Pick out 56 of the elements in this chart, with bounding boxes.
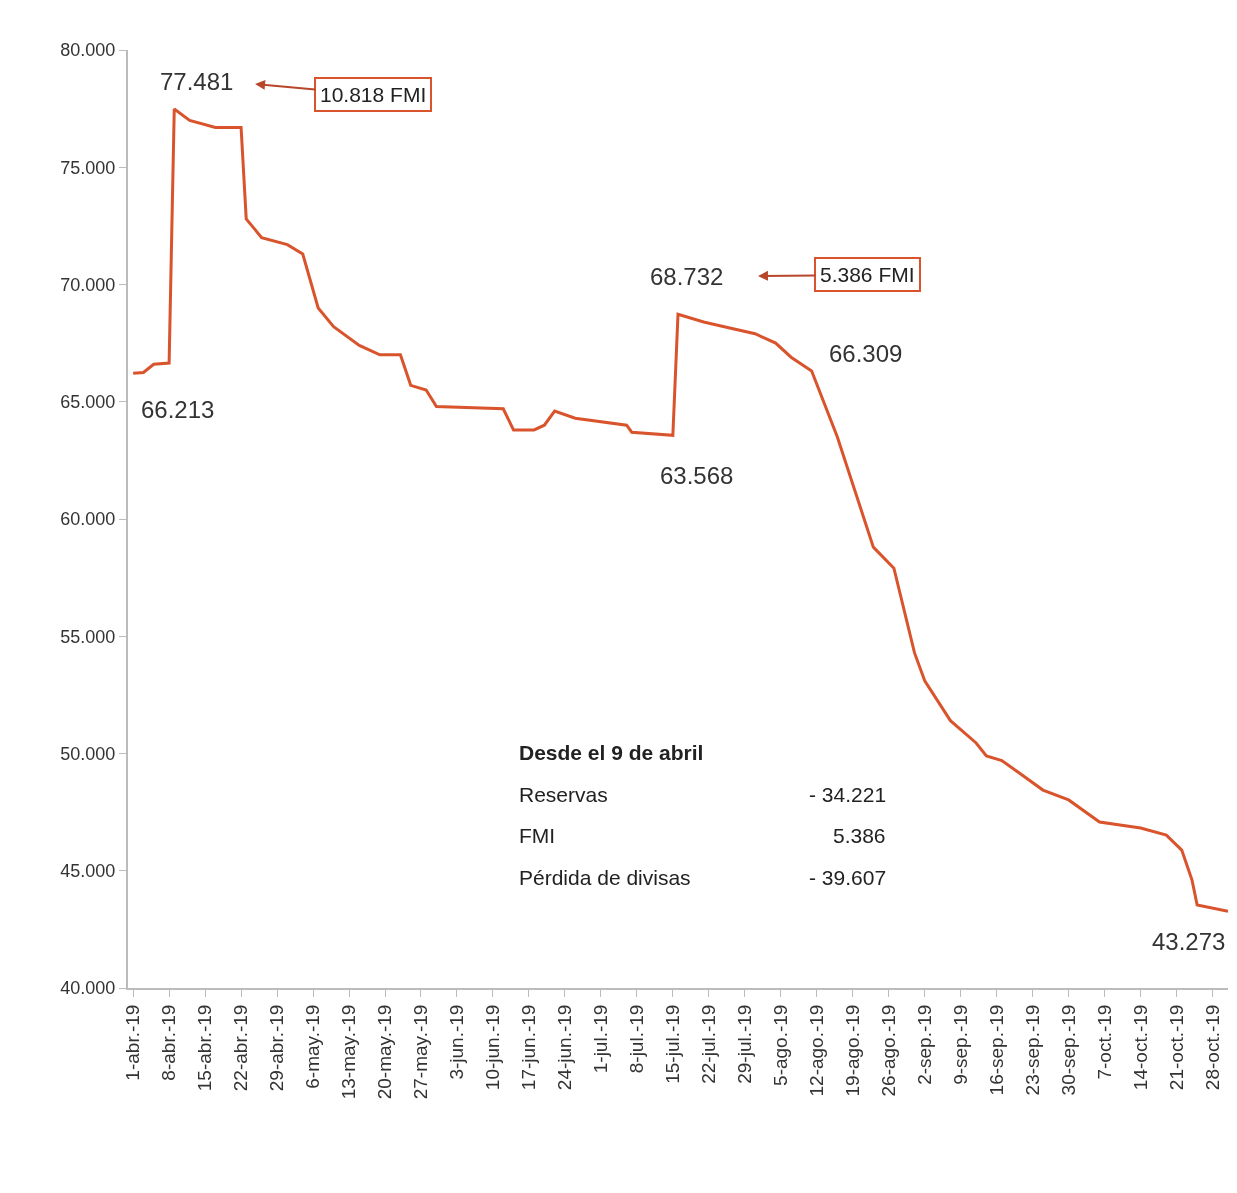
x-tick-label: 16-sep.-19: [985, 1004, 1007, 1096]
x-tick-label: 15-jul.-19: [662, 1004, 684, 1084]
x-tick-label: 24-jun.-19: [554, 1004, 576, 1091]
x-tick-label: 10-jun.-19: [482, 1004, 504, 1091]
annotation: Pérdida de divisas: [519, 866, 691, 889]
x-tick-label: 29-abr.-19: [266, 1004, 288, 1092]
y-tick-label: 80.000: [60, 40, 116, 61]
x-tick-label: 19-ago.-19: [841, 1004, 863, 1097]
line-series: [131, 107, 1228, 913]
annotation: 63.568: [660, 462, 734, 489]
x-tick-label: 30-sep.-19: [1057, 1004, 1079, 1096]
x-tick-label: 15-abr.-19: [194, 1004, 216, 1092]
x-tick-label: 7-oct.-19: [1093, 1004, 1115, 1080]
x-tick-label: 1-abr.-19: [122, 1004, 144, 1081]
annotation: 68.732: [650, 263, 724, 290]
annotation: - 39.607: [809, 866, 887, 889]
x-tick-label: 28-oct.-19: [1201, 1004, 1223, 1091]
y-tick-label: 65.000: [60, 392, 116, 413]
y-tick-label: 50.000: [60, 743, 116, 764]
x-tick-label: 21-oct.-19: [1165, 1004, 1187, 1091]
x-tick-label: 26-ago.-19: [877, 1004, 899, 1097]
y-tick-label: 45.000: [60, 861, 116, 882]
annotation: 5.386: [833, 824, 886, 847]
y-tick-label: 75.000: [60, 157, 116, 178]
x-tick-label: 13-may.-19: [338, 1004, 360, 1100]
annotation: 66.309: [829, 340, 903, 367]
x-tick-label: 27-may.-19: [410, 1004, 432, 1100]
x-tick-label: 1-jul.-19: [590, 1004, 612, 1074]
x-tick-label: 23-sep.-19: [1021, 1004, 1043, 1096]
x-tick-label: 2-sep.-19: [913, 1004, 935, 1085]
x-tick-label: 22-jul.-19: [698, 1004, 720, 1084]
annotation: FMI: [519, 824, 556, 847]
y-tick-label: 40.000: [60, 978, 116, 999]
x-tick-label: 3-jun.-19: [446, 1004, 468, 1080]
x-tick-label: 22-abr.-19: [230, 1004, 252, 1092]
x-tick-label: 17-jun.-19: [518, 1004, 540, 1091]
x-tick-label: 14-oct.-19: [1129, 1004, 1151, 1091]
annotation: Desde el 9 de abril: [519, 741, 704, 764]
x-tick-label: 20-may.-19: [374, 1004, 396, 1100]
x-tick-label: 29-jul.-19: [733, 1004, 755, 1084]
x-tick-label: 6-may.-19: [302, 1004, 324, 1089]
annotation: Reservas: [519, 783, 608, 806]
x-tick-label: 8-jul.-19: [626, 1004, 648, 1074]
annotation: 66.213: [141, 396, 215, 423]
y-tick-label: 60.000: [60, 509, 116, 530]
x-tick-label: 8-abr.-19: [158, 1004, 180, 1081]
x-tick-label: 12-ago.-19: [805, 1004, 827, 1097]
annotation: 5.386 FMI: [820, 263, 915, 286]
annotation: - 34.221: [809, 783, 887, 806]
annotation: 43.273: [1152, 928, 1226, 955]
x-tick-label: 9-sep.-19: [949, 1004, 971, 1085]
x-tick-label: 5-ago.-19: [769, 1004, 791, 1086]
annotation: 10.818 FMI: [320, 83, 427, 106]
annotation: 77.481: [160, 68, 234, 95]
y-tick-label: 70.000: [60, 274, 116, 295]
y-tick-label: 55.000: [60, 626, 116, 647]
